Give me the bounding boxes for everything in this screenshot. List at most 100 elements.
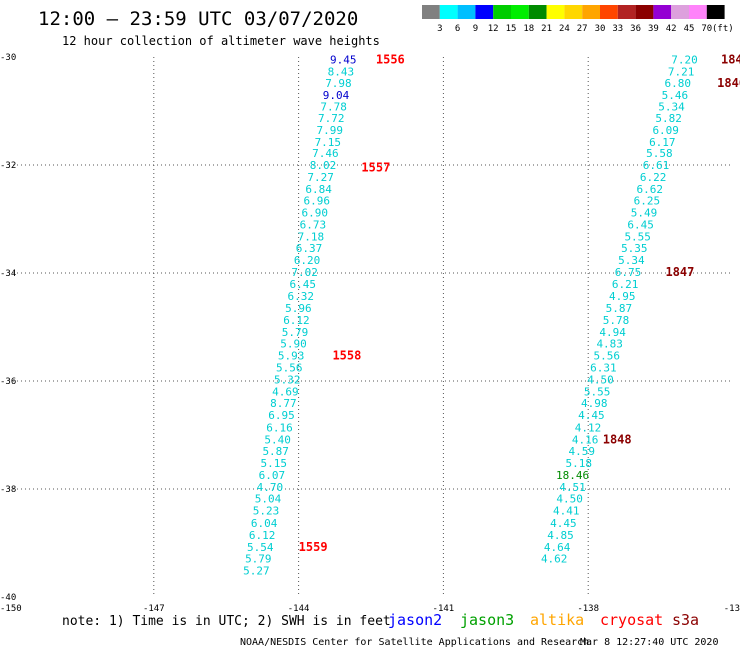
wave-height-point: 5.56 [594,350,621,363]
pass-time-label: 1556 [376,53,405,67]
wave-height-point: 4.51 [559,481,586,494]
wave-height-point: 6.21 [612,278,639,291]
wave-height-point: 6.31 [590,362,617,375]
wave-height-point: 5.54 [247,541,274,554]
wave-height-point: 4.69 [272,385,299,398]
wave-height-point: 4.83 [596,338,623,351]
wave-height-point: 6.16 [266,421,293,434]
wave-height-point: 9.45 [330,54,357,67]
wave-height-point: 5.96 [285,302,312,315]
color-swatch [635,5,654,19]
pass-time-label: 1559 [299,540,328,554]
wave-height-point: 7.98 [325,77,352,90]
wave-height-point: 4.16 [572,433,599,446]
color-swatch [493,5,511,19]
color-swatch [422,5,440,19]
wave-height-point: 8.43 [328,66,355,79]
wave-height-point: 4.45 [578,409,605,422]
wave-height-values: 9.458.437.989.047.787.727.997.157.468.02… [243,54,698,578]
x-tick-label: -144 [288,604,310,614]
wave-height-point: 5.78 [603,314,630,327]
color-swatch [671,5,689,19]
color-scale-label: 36 [630,24,641,34]
wave-height-point: 5.23 [253,505,280,518]
wave-height-point: 5.27 [243,565,270,578]
color-swatch [564,5,583,19]
wave-height-point: 6.07 [259,469,286,482]
x-tick-label: -13 [724,604,740,614]
wave-height-point: 5.32 [274,373,301,386]
pass-time-label: 1848 [603,432,632,446]
wave-height-point: 4.50 [556,493,583,506]
wave-height-point: 4.64 [544,541,571,554]
wave-height-point: 7.78 [320,101,347,114]
color-scale-label: 30 [595,24,606,34]
wave-height-point: 7.46 [312,147,339,160]
wave-height-point: 8.02 [310,159,337,172]
wave-height-point: 4.70 [257,481,284,494]
wave-height-point: 9.04 [323,89,350,102]
wave-height-point: 7.20 [671,54,698,67]
wave-height-point: 4.62 [541,553,568,566]
pass-time-labels: 1556 1557 1558 1559 1845 1846 1847 1848 [299,53,740,554]
x-tick-label: -138 [577,604,599,614]
chart-subtitle: 12 hour collection of altimeter wave hei… [62,34,380,48]
color-swatch [600,5,618,19]
wave-height-point: 4.94 [599,326,626,339]
wave-height-point: 4.50 [587,373,614,386]
color-swatch [528,5,547,19]
wave-height-point: 5.58 [646,147,673,160]
color-swatch [546,5,565,19]
wave-height-point: 6.37 [296,242,323,255]
wave-height-point: 5.79 [245,553,272,566]
wave-height-point: 5.40 [264,433,291,446]
wave-height-point: 6.62 [637,183,664,196]
wave-height-point: 4.12 [575,421,602,434]
color-scale-label: 24 [559,24,570,34]
y-tick-label: -38 [0,485,16,495]
wave-height-point: 5.90 [280,338,307,351]
color-swatch [689,5,707,19]
wave-height-point: 5.55 [624,230,651,243]
color-scale-unit: (ft) [712,24,734,34]
wave-height-point: 6.12 [249,529,276,542]
color-scale-label: 18 [523,24,534,34]
color-swatch [511,5,529,19]
color-scale-label: 12 [488,24,499,34]
wave-height-point: 5.82 [655,112,682,125]
wave-height-point: 6.45 [289,278,316,291]
x-tick-label: -141 [433,604,455,614]
wave-height-point: 5.56 [276,362,303,375]
wave-height-point: 6.20 [294,254,321,267]
wave-height-point: 5.34 [618,254,645,267]
wave-height-point: 6.80 [665,77,692,90]
wave-height-point: 6.84 [305,183,332,196]
satellite-name: altika [530,611,584,629]
wave-height-point: 6.09 [652,124,679,137]
wave-height-point: 5.35 [621,242,648,255]
wave-height-point: 7.21 [668,66,695,79]
pass-time-label: 1846 [717,76,740,90]
credit-line: NOAA/NESDIS Center for Satellite Applica… [240,637,589,648]
wave-height-point: 18.46 [556,469,589,482]
wave-height-point: 6.95 [268,409,295,422]
color-swatch [457,5,476,19]
color-scale-label: 9 [473,24,478,34]
wave-height-point: 7.15 [315,136,342,149]
wave-height-point: 5.87 [606,302,633,315]
wave-height-point: 6.32 [288,290,315,303]
axis-ticks: -150 -147 -144 -141 -138 -13 -30 -32 -34 -36 -38 -4… [0,53,740,614]
wave-height-point: 8.77 [270,397,297,410]
wave-height-point: 7.02 [291,266,318,279]
color-scale-label: 70 [701,24,712,34]
color-swatch [475,5,494,19]
wave-height-point: 5.87 [262,445,289,458]
wave-height-point: 6.25 [634,195,661,208]
pass-time-label: 1557 [361,161,390,175]
satellite-legend: jason2 jason3 altika cryosat s3a [388,611,699,629]
y-tick-label: -34 [0,269,16,279]
color-scale-label: 3 [437,24,442,34]
y-tick-label: -32 [0,161,16,171]
y-tick-label: -40 [0,593,16,603]
wave-height-point: 5.79 [282,326,309,339]
